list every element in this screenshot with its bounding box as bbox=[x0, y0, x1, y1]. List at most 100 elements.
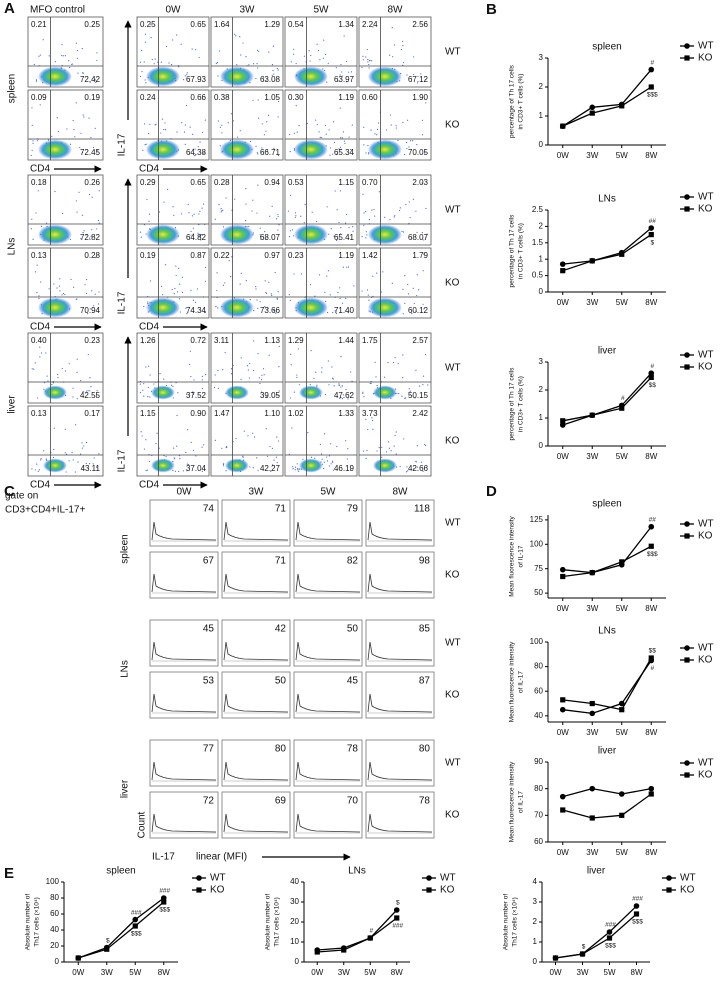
event-dot bbox=[182, 470, 184, 472]
x-tick-label: 8W bbox=[645, 728, 657, 737]
event-dot bbox=[368, 67, 370, 69]
event-density bbox=[145, 224, 180, 245]
event-dot bbox=[175, 274, 177, 277]
y-axis-label: percentage of Th 17 cells bbox=[509, 214, 516, 288]
event-dot bbox=[416, 466, 419, 468]
event-dot bbox=[345, 213, 348, 216]
event-dot bbox=[329, 154, 331, 156]
histogram-plot bbox=[365, 499, 435, 547]
event-dot bbox=[321, 367, 323, 369]
event-dot bbox=[245, 187, 247, 190]
event-dot bbox=[240, 357, 242, 359]
event-dot bbox=[323, 461, 325, 463]
event-dot bbox=[164, 122, 166, 124]
event-dot bbox=[224, 351, 226, 354]
event-dot bbox=[61, 294, 63, 296]
event-dot bbox=[83, 445, 85, 447]
quadrant-value: 0.19 bbox=[84, 93, 100, 102]
event-dot bbox=[204, 311, 207, 313]
legend-label: WT bbox=[698, 350, 714, 361]
event-dot bbox=[68, 363, 70, 365]
quadrant-value: 0.87 bbox=[190, 251, 206, 260]
event-dot bbox=[72, 396, 74, 398]
event-dot bbox=[267, 455, 269, 457]
event-dot bbox=[415, 369, 417, 371]
quadrant-value: 43.11 bbox=[81, 464, 101, 473]
quadrant-value: 0.22 bbox=[214, 251, 230, 260]
quadrant-value: 0.18 bbox=[31, 178, 47, 187]
event-dot bbox=[95, 81, 97, 83]
event-dot bbox=[337, 291, 339, 294]
event-dot bbox=[262, 368, 265, 370]
quadrant-value: 3.11 bbox=[214, 336, 230, 345]
quadrant-value: 1.02 bbox=[288, 409, 304, 418]
event-dot bbox=[56, 287, 58, 289]
event-dot bbox=[401, 395, 403, 397]
quadrant-value: 1.42 bbox=[362, 251, 378, 260]
x-tick-label: 0W bbox=[311, 968, 323, 977]
quadrant-value: 67.93 bbox=[186, 75, 207, 84]
event-dot bbox=[89, 193, 91, 196]
event-dot bbox=[276, 436, 278, 438]
event-dot bbox=[193, 213, 195, 215]
legend-label: KO bbox=[698, 531, 713, 542]
event-dot bbox=[91, 290, 93, 292]
y-tick-label: 75 bbox=[534, 564, 543, 573]
event-dot bbox=[334, 310, 336, 312]
x-tick-label: 3W bbox=[338, 968, 350, 977]
event-dot bbox=[303, 55, 305, 57]
legend-marker bbox=[684, 55, 690, 61]
event-dot bbox=[31, 468, 33, 470]
event-dot bbox=[295, 215, 297, 217]
y-tick-label: 125 bbox=[530, 515, 544, 524]
event-dot bbox=[39, 104, 41, 106]
x-tick-label: 3W bbox=[586, 298, 598, 307]
event-dot bbox=[333, 121, 335, 123]
event-dot bbox=[153, 63, 155, 65]
event-dot bbox=[394, 357, 396, 359]
event-dot bbox=[232, 120, 234, 122]
y-tick-label: 3 bbox=[539, 357, 544, 366]
group-label: KO bbox=[445, 120, 460, 131]
quadrant-value: 1.13 bbox=[264, 336, 280, 345]
event-dot bbox=[222, 465, 225, 467]
histogram-curve bbox=[295, 521, 361, 541]
event-dot bbox=[153, 383, 155, 385]
event-dot bbox=[328, 465, 331, 467]
gate-label: gate on bbox=[5, 491, 38, 502]
y-axis-label: Th17 cells (×10⁴) bbox=[274, 897, 281, 947]
marker bbox=[648, 523, 655, 530]
x-tick-label: 0W bbox=[557, 298, 569, 307]
event-dot bbox=[265, 130, 267, 132]
event-dot bbox=[331, 460, 334, 462]
event-dot bbox=[179, 311, 181, 313]
column-header: MFO control bbox=[30, 5, 85, 16]
event-dot bbox=[187, 203, 189, 206]
event-dot bbox=[245, 203, 247, 205]
legend-label: KO bbox=[440, 885, 455, 896]
quadrant-value: 2.24 bbox=[362, 20, 378, 29]
event-dot bbox=[271, 74, 273, 77]
quadrant-value: 0.53 bbox=[288, 178, 304, 187]
event-dot bbox=[142, 389, 144, 391]
event-dot bbox=[245, 220, 247, 222]
event-dot bbox=[81, 152, 84, 154]
event-dot bbox=[292, 235, 295, 237]
event-dot bbox=[57, 373, 59, 376]
event-dot bbox=[96, 228, 98, 230]
chart-title: liver bbox=[587, 866, 606, 877]
event-dot bbox=[225, 197, 227, 199]
event-density bbox=[225, 458, 249, 473]
chart-title: liver bbox=[598, 746, 617, 757]
event-dot bbox=[406, 141, 408, 144]
series-line bbox=[562, 545, 652, 578]
chart-title: spleen bbox=[106, 866, 135, 877]
event-density bbox=[367, 297, 402, 318]
event-dot bbox=[348, 226, 350, 229]
event-dot bbox=[271, 393, 273, 395]
event-dot bbox=[217, 387, 219, 389]
event-dot bbox=[310, 350, 312, 352]
event-dot bbox=[53, 427, 55, 429]
event-dot bbox=[215, 62, 217, 65]
event-dot bbox=[365, 231, 367, 233]
